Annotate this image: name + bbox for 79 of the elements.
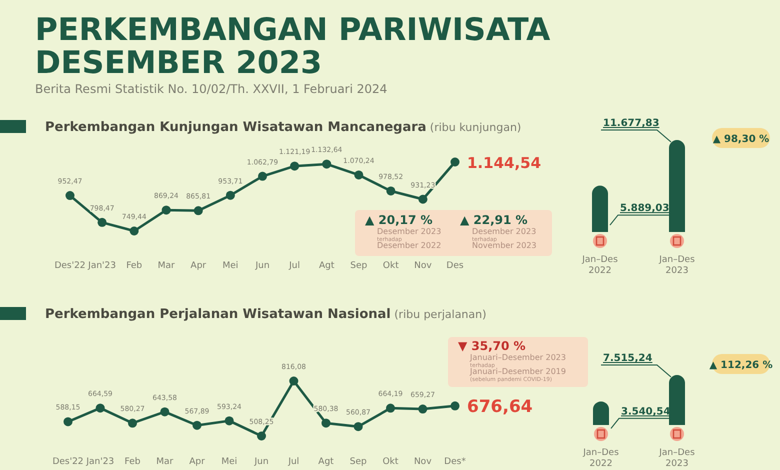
x-tick-label: Des'22 <box>54 261 86 271</box>
point <box>322 160 332 169</box>
x-tick-label: Feb <box>124 457 141 467</box>
data-label: 3.540,54 <box>621 406 670 418</box>
x-tick-label: Jul <box>287 457 300 467</box>
point <box>66 191 74 200</box>
data-label: 11.677,83 <box>603 118 660 129</box>
x-tick-label: Okt <box>382 261 400 271</box>
x-tick-label: Des <box>446 261 464 271</box>
annotation: ▲ 20,17 % <box>365 213 433 227</box>
point <box>96 404 105 413</box>
annotation: ▲ 98,30 % <box>712 134 770 145</box>
point <box>386 186 396 196</box>
chart-subtitle: (ribu kunjungan) <box>426 121 522 134</box>
point <box>289 376 298 386</box>
x-tick-label: Agt <box>318 457 334 467</box>
x-tick-label: Apr <box>189 457 206 467</box>
text: ▲ 112,26 % <box>709 360 773 371</box>
annotation: Januari–Desember 2019 <box>469 367 566 376</box>
data-label: 7.515,24 <box>603 353 652 364</box>
annotation: Desember 2023 <box>377 227 442 236</box>
point <box>98 218 107 227</box>
point <box>194 206 203 216</box>
x-tick-label: Nov <box>414 457 432 467</box>
data-label: 1.144,54 <box>467 154 542 172</box>
x-tick-label: Jan'23 <box>85 457 114 467</box>
point <box>418 194 428 204</box>
point <box>450 158 460 166</box>
x-tick-label: Okt <box>382 457 399 467</box>
data-label: 676,64 <box>467 396 533 417</box>
point <box>257 432 266 440</box>
x-tick-label: Sep <box>350 457 368 467</box>
point <box>386 404 395 413</box>
text: Desember 2022 <box>377 241 442 250</box>
point <box>130 226 139 236</box>
point <box>192 420 202 430</box>
x-tick-label: Mei <box>222 261 238 271</box>
text: November 2023 <box>472 241 537 250</box>
point <box>258 172 267 181</box>
x-tick-label: Jul <box>288 261 300 271</box>
point <box>354 170 364 180</box>
x-tick-label: Jun <box>254 261 270 271</box>
point <box>224 416 234 426</box>
x-tick-label: Mei <box>221 457 238 467</box>
text: Berita Resmi Statistik No. 10/02/Th. XXVII, 1 Februari 2024 <box>35 82 388 96</box>
point <box>450 401 460 410</box>
x-tick-label: Mar <box>158 261 176 271</box>
point <box>322 418 330 428</box>
point <box>354 422 363 432</box>
x-tick-label: Des* <box>444 457 466 467</box>
x-tick-label: Des'22 <box>52 457 84 467</box>
chart-title: Perkembangan Kunjungan Wisatawan Mancanegara <box>45 120 426 135</box>
point <box>418 404 428 414</box>
x-tick-label: Feb <box>126 261 142 271</box>
annotation: ▲ 22,91 % <box>460 213 528 227</box>
x-tick-label: Jun <box>253 457 269 467</box>
x-tick-label: Jan–Des 2022 <box>582 448 620 469</box>
text: Januari–Desember 2023 <box>469 353 566 362</box>
point <box>160 407 170 416</box>
x-tick-label: Jan–Des 2023 <box>658 255 696 276</box>
x-tick-label: Jan'23 <box>87 261 116 271</box>
point <box>226 190 235 200</box>
point <box>162 206 171 215</box>
x-tick-label: Jan–Des 2022 <box>581 255 618 276</box>
x-tick-label: Nov <box>414 261 432 271</box>
data-label: 5.889,03 <box>620 203 670 214</box>
point <box>290 162 300 171</box>
x-tick-label: Sep <box>350 261 368 271</box>
text: Desember 2023 <box>472 227 536 236</box>
chart-subtitle: (ribu perjalanan) <box>390 308 486 321</box>
x-tick-label: Agt <box>318 261 335 271</box>
x-tick-label: Mar <box>156 457 174 467</box>
x-tick-label: Apr <box>190 261 206 271</box>
text: ▼ 35,70 % <box>458 339 526 353</box>
text: PERKEMBANGAN PARIWISATA DESEMBER 2023 <box>35 12 550 81</box>
x-tick-label: Jan–Des 2023 <box>658 448 696 469</box>
point <box>128 418 137 428</box>
chart-title: Perkembangan Perjalanan Wisatawan Nasional <box>45 307 391 322</box>
point <box>64 417 72 426</box>
